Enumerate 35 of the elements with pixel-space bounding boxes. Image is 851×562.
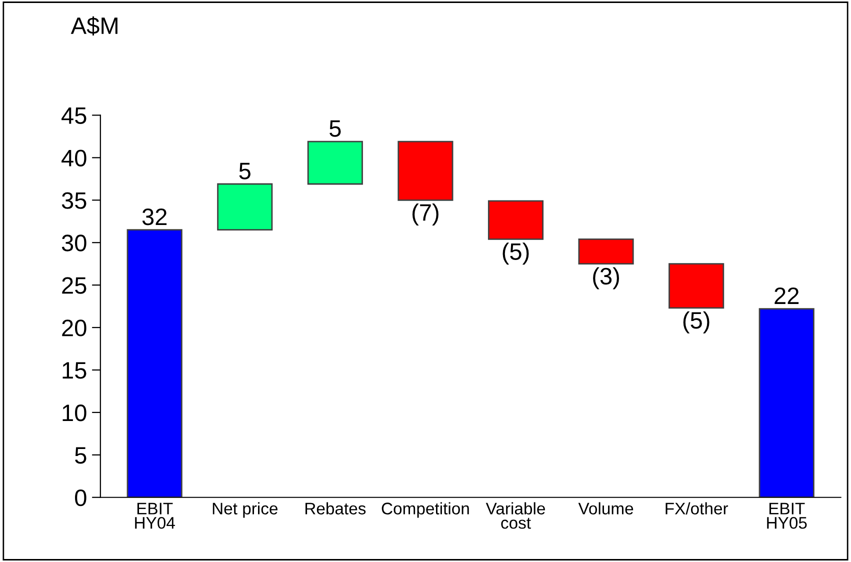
data-label: (5) bbox=[502, 242, 529, 265]
y-tick-label: 40 bbox=[62, 150, 86, 166]
data-label: 5 bbox=[239, 162, 250, 180]
data-label: (3) bbox=[593, 267, 619, 290]
x-tick-label: Competition bbox=[382, 502, 469, 518]
y-tick-label: 30 bbox=[62, 234, 86, 252]
y-tick-label: 15 bbox=[62, 362, 86, 379]
bar bbox=[126, 229, 182, 498]
data-label: 5 bbox=[330, 120, 341, 137]
data-label: (7) bbox=[412, 204, 438, 226]
bar bbox=[217, 183, 273, 231]
y-tick-label: 20 bbox=[62, 320, 86, 336]
y-tick-label: 25 bbox=[62, 277, 86, 294]
bar bbox=[758, 308, 814, 498]
data-label: 32 bbox=[142, 208, 167, 226]
y-tick-label: 35 bbox=[62, 192, 86, 209]
bar bbox=[488, 200, 544, 240]
x-tick-label: Net price bbox=[212, 502, 278, 518]
x-tick-label: Volume bbox=[578, 502, 634, 514]
x-tick-label: Rebates bbox=[306, 502, 366, 514]
x-tick-label: EBIT HY05 bbox=[767, 502, 807, 529]
bar bbox=[668, 263, 724, 309]
y-tick-label: 0 bbox=[75, 489, 86, 506]
y-tick-label: 10 bbox=[62, 404, 86, 422]
data-label: (5) bbox=[683, 311, 710, 334]
y-tick-label: 45 bbox=[62, 108, 86, 124]
x-tick-label: EBIT HY04 bbox=[135, 502, 175, 529]
bar bbox=[398, 140, 454, 201]
bar bbox=[578, 238, 634, 265]
x-tick-label: FX/other bbox=[666, 502, 728, 514]
y-axis-title: A$M bbox=[70, 16, 118, 36]
bar bbox=[307, 140, 363, 185]
y-tick-label: 5 bbox=[75, 447, 86, 464]
x-tick-label: Variable cost bbox=[486, 502, 545, 529]
data-label: 22 bbox=[774, 287, 799, 304]
